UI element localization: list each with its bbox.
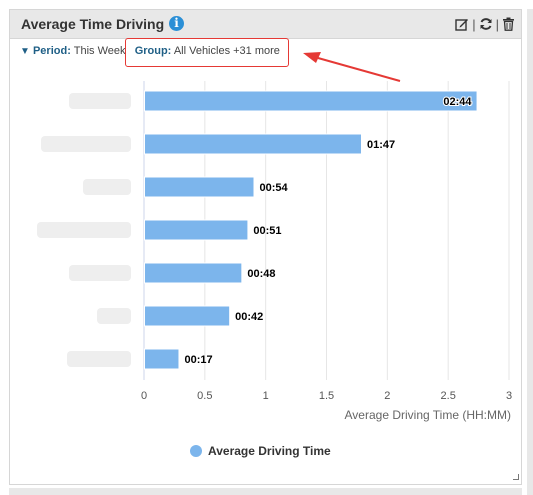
bar[interactable] (144, 90, 478, 112)
bar[interactable] (144, 176, 255, 198)
annotation-arrow (303, 52, 401, 82)
category-label-redacted (69, 93, 131, 109)
x-axis-title: Average Driving Time (HH:MM) (345, 408, 511, 422)
bar[interactable] (144, 219, 249, 241)
data-label: 02:44 (443, 96, 472, 108)
highlight-box (125, 38, 289, 67)
toolbar-separator: | (495, 16, 499, 32)
info-icon[interactable]: i (169, 16, 184, 31)
period-label: Period: (32, 45, 71, 57)
widget-header: Average Time Driving i | | (10, 10, 521, 39)
resize-handle[interactable] (513, 474, 519, 480)
bar[interactable] (144, 262, 243, 284)
x-tick-label: 1.5 (319, 390, 334, 402)
edit-icon[interactable] (455, 17, 469, 31)
category-label-redacted (41, 136, 131, 152)
data-label: 01:47 (367, 139, 395, 151)
x-tick-label: 0 (141, 390, 147, 402)
x-tick-label: 0.5 (197, 390, 212, 402)
next-widget-edge (9, 488, 522, 495)
toolbar-separator: | (472, 16, 476, 32)
data-label: 00:42 (235, 311, 263, 323)
bar[interactable] (144, 133, 362, 155)
category-label-redacted (69, 265, 131, 281)
group-value[interactable]: All Vehicles +31 more (173, 45, 280, 57)
period-value: This Week (73, 45, 126, 57)
category-label-redacted (97, 308, 131, 324)
x-tick-label: 1 (263, 390, 269, 402)
legend-label: Average Driving Time (208, 444, 331, 458)
filter-icon: ▼ (20, 46, 30, 57)
filter-summary: ▼ Period: This Week Group: All Vehicles … (20, 45, 280, 57)
data-label: 00:54 (260, 182, 289, 194)
data-label: 00:17 (184, 354, 212, 366)
category-label-redacted (37, 222, 131, 238)
category-label-redacted (83, 179, 131, 195)
trash-icon[interactable] (502, 17, 515, 31)
group-label: Group: (134, 45, 172, 57)
legend-marker (190, 445, 202, 457)
widget-toolbar: | | (455, 15, 515, 33)
data-label: 00:51 (253, 225, 281, 237)
refresh-icon[interactable] (479, 17, 493, 31)
x-tick-label: 2 (384, 390, 390, 402)
chart-legend[interactable]: Average Driving Time (190, 444, 331, 458)
category-label-redacted (67, 351, 131, 367)
adjacent-widget-edge (527, 9, 533, 495)
widget-title: Average Time Driving (21, 16, 165, 32)
data-label: 00:48 (247, 268, 275, 280)
x-tick-label: 2.5 (441, 390, 456, 402)
x-tick-label: 3 (506, 390, 512, 402)
bar[interactable] (144, 305, 231, 327)
bar[interactable] (144, 348, 180, 370)
